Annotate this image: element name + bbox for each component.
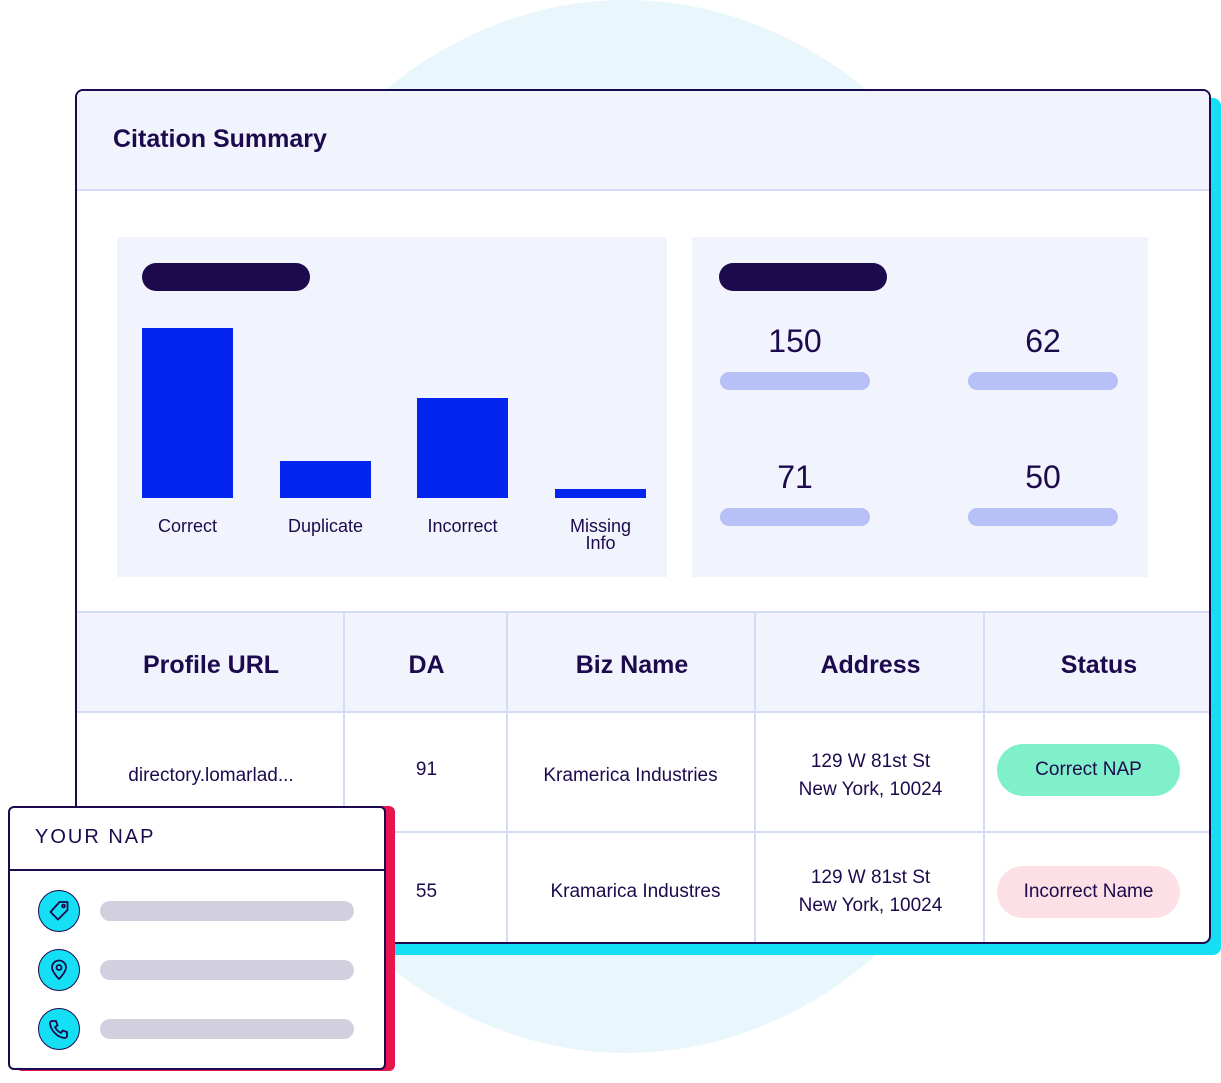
stats-panel: 150 62 71 50 [692,237,1148,577]
status-badge-correct: Correct NAP [997,744,1180,796]
table-header [77,613,1209,713]
column-header-status[interactable]: Status [1060,651,1138,679]
column-divider [343,613,345,942]
chart-bar-duplicate[interactable] [280,461,371,498]
location-pin-icon [38,949,80,991]
tag-icon [38,890,80,932]
nap-name-placeholder [100,901,354,921]
cell-address-line2: New York, 10024 [798,779,943,800]
stat-label-placeholder [968,372,1118,390]
nap-divider [10,869,384,871]
chart-category-label: Incorrect [427,516,498,536]
your-nap-card: YOUR NAP [8,806,386,1070]
stats-title-placeholder [719,263,887,291]
citations-table: Profile URL DA Biz Name Address Status d… [77,611,1209,942]
chart-bar-correct[interactable] [142,328,233,498]
chart-category-label: Missing Info [569,516,631,553]
cell-biz-name: Kramarica Industres [550,881,721,902]
chart-title-placeholder [142,263,310,291]
chart-category-label: Correct [157,516,217,536]
chart-bar-missing-info[interactable] [555,489,646,498]
column-divider [754,613,756,942]
column-divider [983,613,985,942]
cell-biz-name: Kramerica Industries [543,765,718,786]
chart-panel: Correct Duplicate Incorrect Missing Info [117,237,667,577]
cell-da: 55 [415,881,438,902]
chart-category-label: Duplicate [287,516,364,536]
stat-label-placeholder [720,372,870,390]
phone-icon [38,1008,80,1050]
column-header-da[interactable]: DA [408,651,445,679]
stat-value: 150 [768,323,822,359]
column-header-profile-url[interactable]: Profile URL [142,651,280,679]
column-header-address[interactable]: Address [820,651,921,679]
stat-value: 50 [1025,459,1061,495]
cell-profile-url[interactable]: directory.lomarlad... [128,765,294,786]
chart-bar-incorrect[interactable] [417,398,508,498]
nap-address-placeholder [100,960,354,980]
cell-da: 91 [415,759,438,780]
stat-label-placeholder [968,508,1118,526]
cell-address-line2: New York, 10024 [798,895,943,916]
citation-summary-card: Citation Summary Correct Duplicate Incorre… [75,89,1211,944]
cell-address-line1: 129 W 81st St [810,867,931,888]
column-divider [506,613,508,942]
stat-value: 62 [1025,323,1061,359]
stat-value: 71 [777,459,813,495]
card-header: Citation Summary [77,91,1209,191]
cell-address-line1: 129 W 81st St [810,751,931,772]
status-badge-incorrect: Incorrect Name [997,866,1180,918]
stat-label-placeholder [720,508,870,526]
row-divider [77,831,1209,833]
column-header-biz-name[interactable]: Biz Name [575,651,689,679]
nap-title: YOUR NAP [35,826,156,848]
nap-phone-placeholder [100,1019,354,1039]
card-title: Citation Summary [113,125,327,153]
